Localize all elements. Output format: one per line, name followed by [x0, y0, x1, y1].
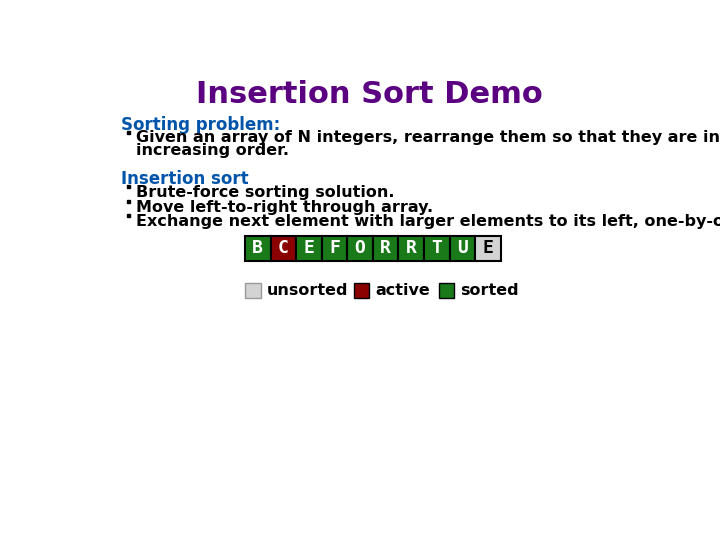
Text: active: active — [375, 283, 430, 298]
Bar — [354, 283, 369, 298]
Bar — [398, 236, 424, 261]
Bar — [245, 283, 261, 298]
Text: T: T — [431, 239, 442, 258]
Bar — [373, 236, 398, 261]
Text: Sorting problem:: Sorting problem: — [121, 117, 280, 134]
Text: increasing order.: increasing order. — [137, 143, 289, 158]
Text: E: E — [304, 239, 315, 258]
Bar — [322, 236, 347, 261]
Text: R: R — [406, 239, 417, 258]
Bar — [296, 236, 322, 261]
Text: R: R — [380, 239, 391, 258]
Bar — [347, 236, 373, 261]
Text: Brute-force sorting solution.: Brute-force sorting solution. — [137, 185, 395, 200]
Bar — [127, 200, 130, 202]
Text: sorted: sorted — [461, 283, 519, 298]
Text: F: F — [329, 239, 340, 258]
Text: U: U — [457, 239, 468, 258]
Bar — [127, 185, 130, 188]
Bar — [245, 236, 271, 261]
Text: Given an array of N integers, rearrange them so that they are in: Given an array of N integers, rearrange … — [137, 130, 720, 145]
Text: C: C — [278, 239, 289, 258]
Text: Insertion Sort Demo: Insertion Sort Demo — [196, 80, 542, 109]
Bar — [127, 214, 130, 217]
Bar — [438, 283, 454, 298]
Text: Move left-to-right through array.: Move left-to-right through array. — [137, 200, 433, 214]
Bar — [449, 236, 475, 261]
Bar — [424, 236, 449, 261]
Text: Exchange next element with larger elements to its left, one-by-one.: Exchange next element with larger elemen… — [137, 214, 720, 229]
Text: unsorted: unsorted — [266, 283, 348, 298]
Text: Insertion sort: Insertion sort — [121, 170, 248, 188]
Text: B: B — [252, 239, 264, 258]
Text: O: O — [355, 239, 366, 258]
Bar — [271, 236, 296, 261]
Bar — [475, 236, 500, 261]
Bar — [127, 131, 130, 134]
Text: E: E — [482, 239, 493, 258]
